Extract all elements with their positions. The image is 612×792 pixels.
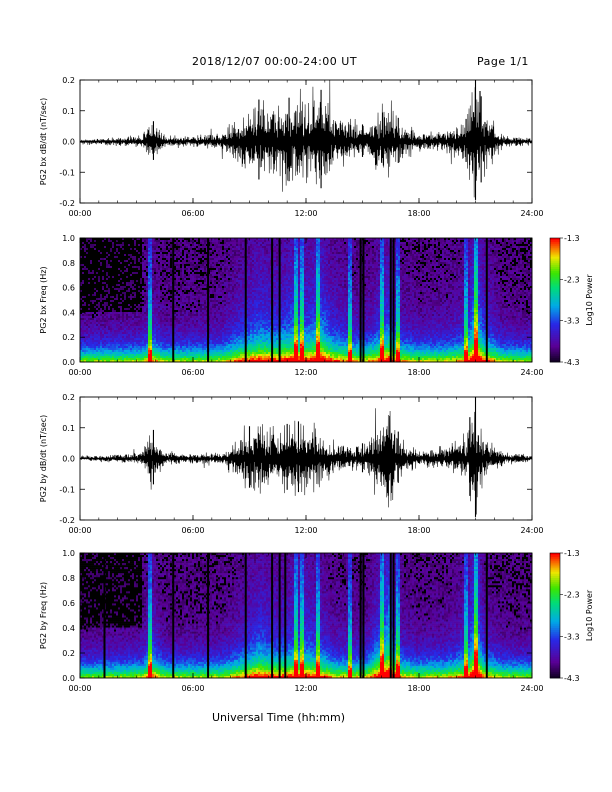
y-tick-label: 0.6 (62, 284, 75, 293)
y-tick-label: 0.4 (62, 624, 75, 633)
x-tick-label: 24:00 (520, 526, 543, 535)
x-tick-label: 12:00 (294, 209, 317, 218)
x-tick-label: 06:00 (181, 526, 204, 535)
x-tick-label: 18:00 (407, 209, 430, 218)
colorbar-tick-label: -3.3 (564, 632, 580, 641)
dbdt-trace (80, 80, 532, 197)
y-tick-label: 0.2 (62, 76, 75, 85)
data-gap-line (486, 238, 488, 362)
y-tick-label: -0.2 (59, 199, 75, 208)
y-axis-label: PG2 by Freq (Hz) (39, 582, 48, 649)
y-tick-label: 0.6 (62, 599, 75, 608)
data-gap-line (271, 238, 273, 362)
y-tick-label: -0.1 (59, 168, 75, 177)
data-gap-line (390, 238, 392, 362)
data-gap-line (390, 553, 392, 678)
y-tick-label: -0.1 (59, 485, 75, 494)
data-gap-line (486, 553, 488, 678)
y-tick-label: 0.2 (62, 393, 75, 402)
x-axis-label: Universal Time (hh:mm) (212, 711, 345, 724)
data-gap-line (393, 238, 395, 362)
x-tick-label: 12:00 (294, 684, 317, 693)
y-tick-label: -0.2 (59, 516, 75, 525)
data-gap-line (284, 553, 286, 678)
x-tick-label: 18:00 (407, 526, 430, 535)
data-gap-line (279, 553, 281, 678)
x-tick-label: 18:00 (407, 684, 430, 693)
x-tick-label: 06:00 (181, 209, 204, 218)
x-tick-label: 24:00 (520, 684, 543, 693)
y-tick-label: 0.1 (62, 424, 75, 433)
y-tick-label: 0.0 (62, 674, 75, 683)
spectrogram-cells (80, 553, 532, 678)
y-tick-label: 0.1 (62, 107, 75, 116)
colorbar-tick-label: -3.3 (564, 317, 580, 326)
colorbar-tick-label: -2.3 (564, 591, 580, 600)
x-tick-label: 06:00 (181, 368, 204, 377)
y-tick-label: 0.0 (62, 455, 75, 464)
spectrogram-cells (80, 238, 532, 362)
dbdt-trace (80, 408, 532, 514)
x-tick-label: 24:00 (520, 368, 543, 377)
y-tick-label: 0.4 (62, 308, 75, 317)
x-tick-label: 06:00 (181, 684, 204, 693)
colorbar-label: Log10 Power (585, 274, 594, 326)
y-tick-label: 0.2 (62, 649, 75, 658)
y-tick-label: 1.0 (62, 234, 75, 243)
y-tick-label: 0.0 (62, 358, 75, 367)
x-tick-label: 00:00 (68, 684, 91, 693)
data-gap-line (360, 553, 362, 678)
x-tick-label: 24:00 (520, 209, 543, 218)
data-gap-line (279, 238, 281, 362)
colorbar-tick-label: -1.3 (564, 234, 580, 243)
data-gap-line (207, 553, 209, 678)
y-tick-label: 0.2 (62, 333, 75, 342)
y-tick-label: 0.8 (62, 259, 75, 268)
y-axis-label: PG2 by dB/dt (nT/sec) (39, 415, 48, 502)
colorbar-label: Log10 Power (585, 589, 594, 641)
x-tick-label: 00:00 (68, 368, 91, 377)
data-gap-line (360, 238, 362, 362)
colorbar (550, 553, 560, 678)
y-tick-label: 1.0 (62, 549, 75, 558)
y-axis-label: PG2 bx dB/dt (nT/sec) (39, 98, 48, 185)
y-axis-label: PG2 bx Freq (Hz) (39, 266, 48, 333)
data-gap-line (271, 553, 273, 678)
colorbar-tick-label: -1.3 (564, 549, 580, 558)
x-tick-label: 00:00 (68, 526, 91, 535)
y-tick-label: 0.0 (62, 138, 75, 147)
data-gap-line (362, 553, 364, 678)
x-tick-label: 00:00 (68, 209, 91, 218)
data-gap-line (245, 553, 247, 678)
y-tick-label: 0.8 (62, 574, 75, 583)
data-gap-line (172, 553, 174, 678)
data-gap-line (362, 238, 364, 362)
data-gap-line (103, 553, 105, 678)
colorbar-tick-label: -4.3 (564, 358, 580, 367)
colorbar-tick-label: -4.3 (564, 674, 580, 683)
x-tick-label: 12:00 (294, 368, 317, 377)
data-gap-line (245, 238, 247, 362)
data-gap-line (172, 238, 174, 362)
x-tick-label: 18:00 (407, 368, 430, 377)
data-gap-line (393, 553, 395, 678)
x-tick-label: 12:00 (294, 526, 317, 535)
colorbar (550, 238, 560, 362)
colorbar-tick-label: -2.3 (564, 275, 580, 284)
data-gap-line (207, 238, 209, 362)
